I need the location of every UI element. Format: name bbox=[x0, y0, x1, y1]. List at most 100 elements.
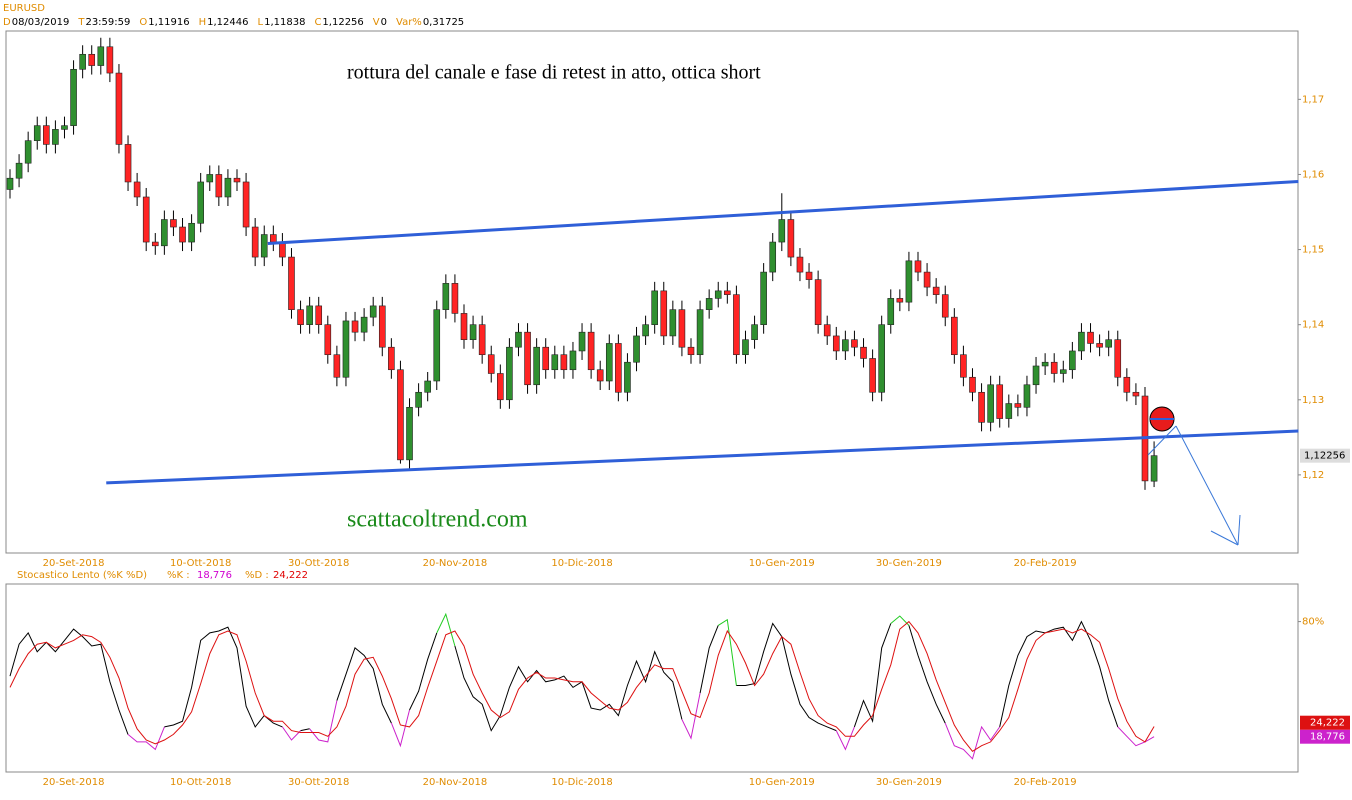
candle-body bbox=[270, 234, 277, 243]
trendline bbox=[267, 179, 1299, 246]
candle-body bbox=[206, 174, 214, 183]
x-tick-label: 20-Nov-2018 bbox=[423, 777, 488, 788]
candle-body bbox=[760, 271, 767, 325]
candle-body bbox=[769, 241, 777, 273]
candle-body bbox=[179, 226, 186, 243]
candle-body bbox=[378, 305, 386, 348]
candle-body bbox=[969, 376, 976, 393]
candle-body bbox=[233, 177, 241, 183]
candle-body bbox=[842, 339, 849, 352]
stoch-line bbox=[908, 625, 946, 724]
header-value: 0 bbox=[381, 17, 387, 28]
stoch-line bbox=[736, 622, 837, 732]
candle-body bbox=[578, 331, 586, 352]
candle-body bbox=[1005, 403, 1013, 419]
candle-body bbox=[487, 354, 495, 374]
trendline bbox=[106, 429, 1299, 485]
candle-body bbox=[569, 350, 577, 371]
header: D 08/03/2019 T 23:59:59 O 1,11916 H 1,12446 L 1,1… bbox=[3, 17, 464, 28]
candle-body bbox=[851, 339, 858, 348]
candle-body bbox=[1087, 331, 1094, 344]
watermark: scattacoltrend.com bbox=[347, 507, 528, 533]
candle-body bbox=[88, 53, 96, 66]
candle-body bbox=[860, 346, 867, 359]
candle-body bbox=[324, 324, 332, 356]
candle-body bbox=[869, 358, 876, 393]
retest-marker bbox=[1149, 406, 1175, 432]
y-tick-label: 1,14 bbox=[1302, 320, 1324, 331]
last-value-label: 24,222 bbox=[1310, 718, 1345, 729]
y-tick-label: 1,17 bbox=[1302, 94, 1324, 105]
candle-body bbox=[742, 339, 749, 356]
candle-body bbox=[1105, 339, 1112, 348]
candle-body bbox=[260, 234, 268, 258]
candle-body bbox=[596, 369, 604, 382]
candle-body bbox=[878, 324, 885, 393]
candle-body bbox=[651, 290, 658, 325]
candle-body bbox=[1150, 455, 1158, 482]
candle-body bbox=[1123, 376, 1131, 393]
y-tick-label: 1,16 bbox=[1302, 169, 1324, 180]
candle-body bbox=[33, 125, 41, 141]
candle-body bbox=[406, 406, 413, 461]
stoch-line bbox=[164, 626, 283, 728]
candle-body bbox=[506, 346, 513, 401]
candle-body bbox=[288, 256, 295, 310]
candle-body bbox=[778, 219, 786, 243]
header-key: T bbox=[77, 17, 85, 28]
candle-body bbox=[315, 305, 323, 325]
candle-body bbox=[197, 181, 204, 224]
candle-body bbox=[687, 346, 695, 356]
candle-body bbox=[896, 298, 904, 303]
candle-body bbox=[251, 226, 259, 258]
header-key: L bbox=[258, 17, 264, 28]
header-value: 23:59:59 bbox=[85, 17, 130, 28]
candle-body bbox=[442, 283, 450, 310]
candle-body bbox=[605, 343, 613, 382]
x-tick-label: 30-Ott-2018 bbox=[288, 777, 349, 788]
last-price-box bbox=[1300, 448, 1350, 463]
stoch-line bbox=[717, 618, 737, 686]
symbol: EURUSD bbox=[3, 3, 45, 14]
candle-body bbox=[1069, 350, 1076, 371]
x-tick-label: 20-Set-2018 bbox=[43, 777, 105, 788]
candle-body bbox=[70, 69, 77, 126]
stoch-line bbox=[1117, 726, 1155, 747]
stoch-title: Stocastico Lento (%K %D) bbox=[17, 570, 147, 581]
stoch-line bbox=[436, 612, 456, 647]
header-value: 08/03/2019 bbox=[12, 17, 70, 28]
candle-body bbox=[497, 373, 504, 401]
candle-body bbox=[97, 46, 105, 66]
header-key: D bbox=[3, 17, 11, 28]
header-value: 1,12256 bbox=[322, 17, 363, 28]
candle-body bbox=[705, 298, 713, 310]
annotation: rottura del canale e fase di retest in a… bbox=[347, 62, 761, 84]
candle-body bbox=[397, 369, 404, 461]
last-price-label: 1,12256 bbox=[1304, 451, 1345, 462]
header-value: 1,12446 bbox=[207, 17, 248, 28]
candle-body bbox=[43, 125, 50, 145]
candle-body bbox=[115, 72, 123, 145]
candle-body bbox=[1041, 361, 1049, 367]
candle-body bbox=[6, 177, 14, 190]
candle-body bbox=[714, 290, 722, 299]
x-tick-label: 10-Ott-2018 bbox=[170, 777, 231, 788]
candle-body bbox=[460, 313, 468, 340]
candle-body bbox=[960, 354, 967, 378]
candle-body bbox=[696, 309, 704, 356]
candle-body bbox=[360, 316, 368, 333]
candle-body bbox=[987, 384, 994, 423]
candle-body bbox=[515, 331, 522, 348]
candle-body bbox=[787, 219, 795, 258]
candle-body bbox=[524, 331, 531, 386]
candle-body bbox=[1050, 361, 1058, 374]
candle-body bbox=[1096, 343, 1103, 348]
candle-body bbox=[724, 290, 731, 295]
candle-body bbox=[560, 354, 568, 371]
candle-body bbox=[923, 271, 931, 288]
stoch-line bbox=[853, 623, 892, 728]
legend-k-value: 18,776 bbox=[197, 570, 232, 581]
candle-body bbox=[814, 279, 822, 325]
x-tick-label: 10-Gen-2019 bbox=[749, 777, 815, 788]
